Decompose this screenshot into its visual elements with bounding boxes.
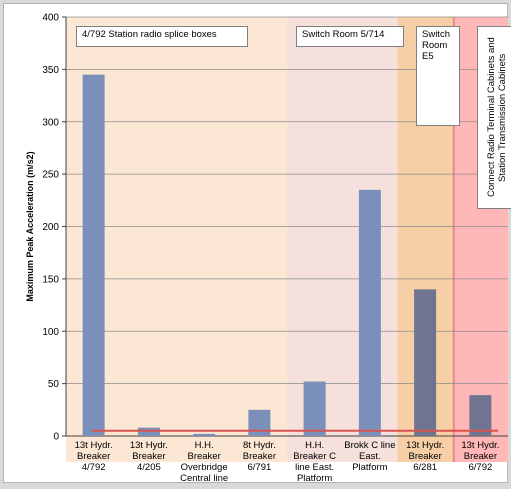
y-tick-label-400: 400 xyxy=(42,13,59,24)
zone-edge-line xyxy=(452,17,455,462)
x-tick-label-7: 13t Hydr. Breaker 6/281 xyxy=(406,440,444,473)
zone-label-switch-room-e5: Switch Room E5 xyxy=(416,26,460,126)
x-tick-label-1: 13t Hydr. Breaker 4/792 xyxy=(75,440,113,473)
x-tick-label-2: 13t Hydr. Breaker 4/205 xyxy=(130,440,168,473)
bar-5 xyxy=(303,381,326,436)
bar-7 xyxy=(414,289,437,436)
bar-8 xyxy=(469,395,492,436)
y-tick-label-150: 150 xyxy=(42,274,59,285)
x-tick-label-6: Brokk C line East. Platform xyxy=(344,440,395,473)
bar-6 xyxy=(358,189,381,436)
y-tick-label-100: 100 xyxy=(42,327,59,338)
x-tick-label-4: 8t Hydr. Breaker 6/791 xyxy=(243,440,276,473)
zone-label-station-splice-boxes: 4/792 Station radio splice boxes xyxy=(76,26,248,47)
y-axis-title: Maximum Peak Acceleration (m/s2) xyxy=(25,151,35,301)
x-tick-label-8: 13t Hydr. Breaker 6/792 xyxy=(461,440,499,473)
y-tick-label-50: 50 xyxy=(48,379,60,390)
bar-4 xyxy=(248,409,271,436)
zone-label-connect-radio-cabinets: Connect Radio Terminal Cabinets and Stat… xyxy=(477,26,511,209)
zone-background-2 xyxy=(287,17,398,462)
bar-1 xyxy=(82,74,105,437)
bar-3 xyxy=(193,433,216,436)
y-tick-label-0: 0 xyxy=(53,432,59,443)
y-tick-label-250: 250 xyxy=(42,170,59,181)
y-tick-label-300: 300 xyxy=(42,117,59,128)
y-tick-label-350: 350 xyxy=(42,65,59,76)
bar-2 xyxy=(137,427,160,436)
y-tick-label-200: 200 xyxy=(42,222,59,233)
zone-label-switch-room-5714: Switch Room 5/714 xyxy=(296,26,404,47)
x-tick-label-3: H.H. Breaker Overbridge Central line xyxy=(180,440,228,484)
